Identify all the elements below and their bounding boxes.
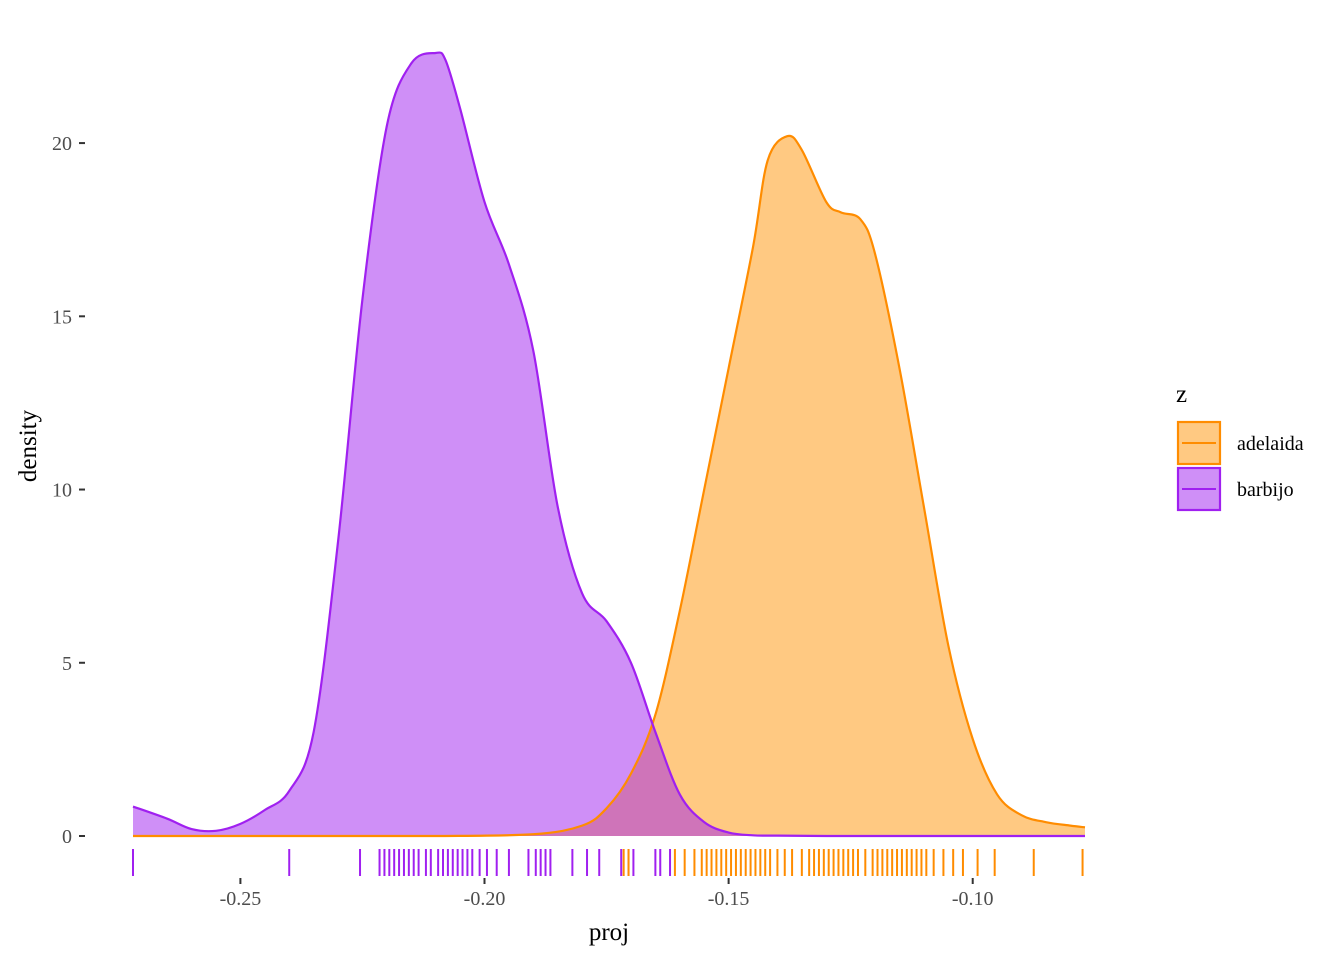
legend-label-adelaida: adelaida — [1237, 433, 1304, 455]
legend-label-barbijo: barbijo — [1237, 479, 1294, 501]
x-tick-label: -0.25 — [220, 888, 262, 910]
rug-marks — [132, 849, 1084, 876]
density-area-barbijo — [133, 52, 1085, 837]
legend-entries: adelaida barbijo — [1176, 420, 1304, 512]
x-axis-title: proj — [589, 919, 629, 946]
x-tick-label: -0.15 — [708, 888, 750, 910]
y-tick-label: 10 — [52, 480, 72, 502]
axes: -0.25 -0.20 -0.15 -0.10 0 5 10 15 20 — [52, 133, 994, 910]
density-area-adelaida — [133, 135, 1085, 836]
plot-area — [132, 51, 1086, 838]
y-tick-label: 15 — [52, 306, 72, 328]
y-tick-label: 5 — [62, 653, 72, 675]
density-line-barbijo — [132, 51, 1085, 838]
legend: z adelaida barbijo — [1176, 381, 1304, 512]
density-line-adelaida — [133, 134, 1086, 838]
y-tick-label: 20 — [52, 133, 72, 155]
y-axis-title: density — [15, 409, 42, 482]
x-tick-label: -0.20 — [464, 888, 506, 910]
x-tick-label: -0.10 — [952, 888, 994, 910]
legend-title: z — [1176, 381, 1187, 408]
y-tick-label: 0 — [62, 826, 72, 848]
